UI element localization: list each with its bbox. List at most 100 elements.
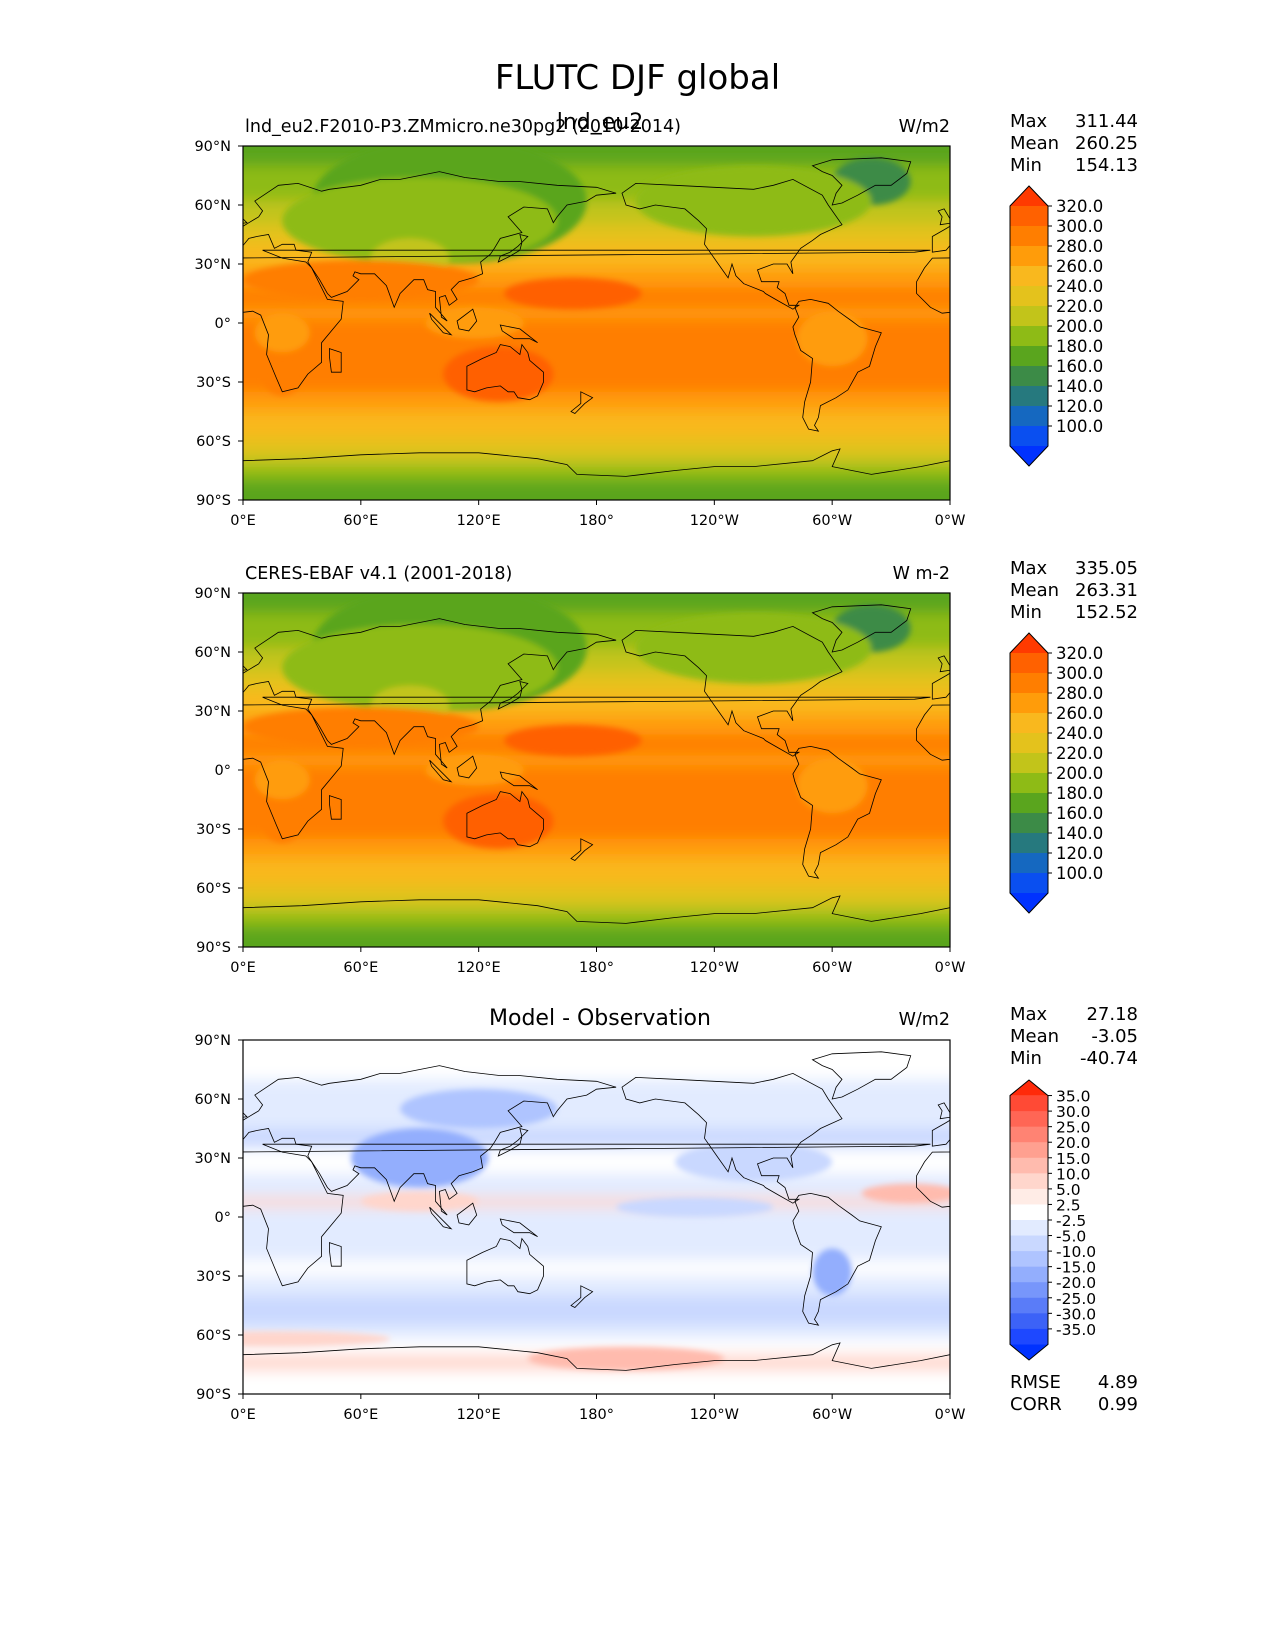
x-tick-label: 0°W xyxy=(935,1407,966,1423)
field-feature xyxy=(282,177,558,264)
field-feature xyxy=(616,1197,774,1217)
colorbar-segment xyxy=(1010,1328,1048,1345)
field-feature xyxy=(812,1248,852,1296)
colorbar-tick-label: 260.0 xyxy=(1056,704,1103,723)
y-tick-label: 30°N xyxy=(194,704,231,720)
colorbar-tick-label: 140.0 xyxy=(1056,824,1103,843)
coastline xyxy=(243,1143,931,1287)
field-band xyxy=(243,1295,950,1327)
y-tick-label: 30°N xyxy=(194,257,231,273)
colorbar-segment xyxy=(1010,713,1048,734)
x-tick-label: 120°E xyxy=(457,513,501,529)
rmse-value: 4.89 xyxy=(1097,1372,1138,1393)
panel1-left-title: lnd_eu2.F2010-P3.ZMmicro.ne30pg2 (2010-2… xyxy=(245,117,682,137)
colorbar-segment xyxy=(1010,1157,1048,1174)
colorbar-tick-label: -2.5 xyxy=(1056,1212,1086,1230)
colorbar-extend-min xyxy=(1010,446,1048,466)
field-band xyxy=(243,858,950,886)
colorbar-segment xyxy=(1010,1126,1048,1143)
field-band xyxy=(243,927,950,947)
x-tick-label: 60°E xyxy=(343,960,378,976)
colorbar-tick-label: 180.0 xyxy=(1056,784,1103,803)
colorbar-segment xyxy=(1010,753,1048,774)
colorbar-segment xyxy=(1010,733,1048,754)
coastline xyxy=(621,178,843,310)
coastline xyxy=(329,348,342,373)
panel3-rmse-corr: RMSE 4.89 CORR 0.99 xyxy=(1010,1372,1138,1416)
field-feature xyxy=(254,760,310,800)
field-band xyxy=(243,1276,950,1297)
colorbar-extend-min xyxy=(1010,893,1048,913)
y-tick-label: 60°N xyxy=(194,645,231,661)
coastline xyxy=(792,1192,882,1326)
field-feature xyxy=(262,356,302,396)
y-tick-label: 0° xyxy=(215,763,231,779)
y-tick-label: 30°S xyxy=(196,375,231,391)
colorbar-segment xyxy=(1010,1266,1048,1283)
coastline xyxy=(792,745,882,879)
field-band xyxy=(243,754,950,768)
field-feature xyxy=(282,624,558,711)
colorbar-segment xyxy=(1010,693,1048,714)
colorbar-extend-min xyxy=(1010,1344,1048,1360)
coastline xyxy=(497,680,529,710)
colorbar-tick-label: 320.0 xyxy=(1056,197,1103,216)
field-band xyxy=(243,884,950,903)
coastline xyxy=(497,233,529,263)
colorbars: 320.0300.0280.0260.0240.0220.0200.0180.0… xyxy=(1009,185,1103,1361)
colorbar-segment xyxy=(1010,266,1048,287)
coastlines xyxy=(243,604,950,947)
stat-min-label: Min xyxy=(1010,602,1042,623)
figure-title: FLUTC DJF global xyxy=(494,58,781,98)
stat-min: -40.74 xyxy=(1079,1048,1138,1069)
field-band xyxy=(243,480,950,500)
coastline xyxy=(937,1102,950,1120)
coastline xyxy=(499,771,538,791)
coastline xyxy=(243,1112,248,1118)
colorbar-segment xyxy=(1010,226,1048,247)
coastline xyxy=(456,1202,478,1226)
stat-mean: 260.25 xyxy=(1075,133,1138,154)
coastline xyxy=(916,257,950,314)
coastline xyxy=(497,1127,529,1157)
coastlines xyxy=(243,157,950,500)
x-tick-label: 60°E xyxy=(343,1407,378,1423)
field-band xyxy=(243,437,950,456)
colorbar-segment xyxy=(1010,1297,1048,1314)
y-tick-label: 0° xyxy=(215,316,231,332)
x-tick-label: 120°E xyxy=(457,960,501,976)
colorbar-tick-label: 200.0 xyxy=(1056,764,1103,783)
colorbar-segment xyxy=(1010,1282,1048,1299)
colorbar-2: 320.0300.0280.0260.0240.0220.0200.0180.0… xyxy=(1009,632,1103,914)
field-feature xyxy=(262,803,302,843)
colorbar-segment xyxy=(1010,1204,1048,1221)
coastline xyxy=(931,1119,950,1147)
field-feature xyxy=(351,1128,489,1188)
map-panel-1: 0°E 60°E 120°E 180° 120°W 60°W 0°W 90°N 60°N 30°N… xyxy=(194,139,965,529)
field-feature xyxy=(504,277,642,310)
map-panels: 0°E 60°E 120°E 180° 120°W 60°W 0°W 90°N 60°N 30°N… xyxy=(194,139,966,1423)
colorbar-outline xyxy=(1009,1079,1049,1361)
colorbar-segment xyxy=(1010,1220,1048,1237)
y-tick-label: 90°S xyxy=(196,1387,231,1403)
coastline xyxy=(243,218,248,224)
colorbar-tick-label: 320.0 xyxy=(1056,644,1103,663)
x-tick-label: 180° xyxy=(579,1407,614,1423)
field-band xyxy=(243,391,950,413)
colorbar-tick-label: 300.0 xyxy=(1056,217,1103,236)
coastlines xyxy=(243,1051,950,1394)
field-feature xyxy=(243,1331,391,1347)
colorbar-tick-label: -20.0 xyxy=(1056,1274,1096,1292)
field-band xyxy=(243,411,950,439)
field-feature xyxy=(360,1191,479,1212)
field-band xyxy=(243,307,950,321)
y-tick-label: 90°S xyxy=(196,493,231,509)
y-tick-label: 60°S xyxy=(196,434,231,450)
colorbar-segment xyxy=(1010,673,1048,694)
field-band xyxy=(243,1148,950,1175)
colorbar-tick-label: -30.0 xyxy=(1056,1305,1096,1323)
colorbar-segment xyxy=(1010,813,1048,834)
coastline xyxy=(243,618,617,769)
map-panel-2: 0°E 60°E 120°E 180° 120°W 60°W 0°W 90°N 60°N 30°N… xyxy=(194,586,965,976)
stat-min: 154.13 xyxy=(1075,155,1138,176)
